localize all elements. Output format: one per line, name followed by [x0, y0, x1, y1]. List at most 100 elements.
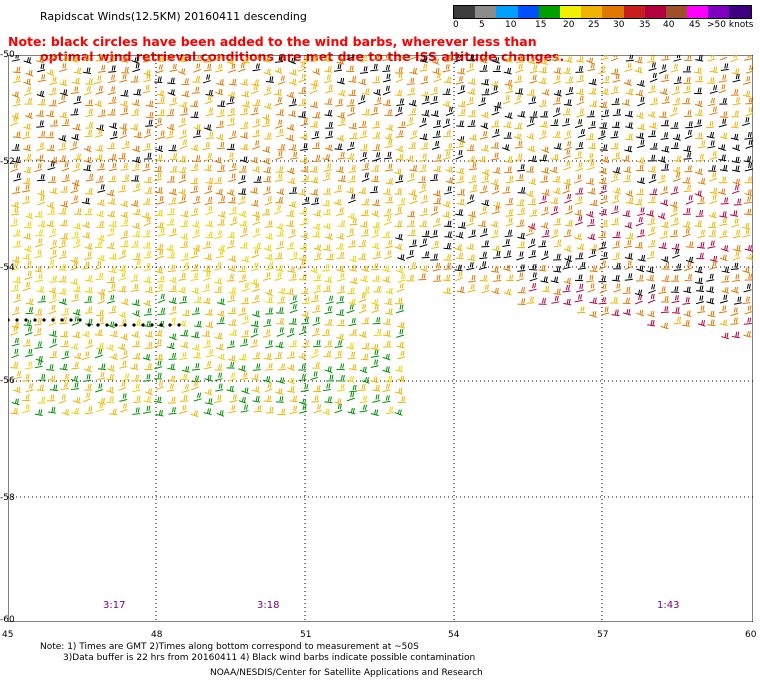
wind-barb [238, 211, 247, 218]
wind-barb [432, 68, 441, 75]
wind-barb [227, 265, 236, 273]
wind-barb [83, 86, 92, 96]
wind-barb [204, 389, 213, 396]
wind-barb [382, 276, 391, 283]
wind-barb [598, 297, 607, 305]
wind-barb [514, 122, 523, 130]
wind-barb [228, 319, 237, 326]
wind-barb [168, 396, 177, 404]
wind-barb [262, 329, 271, 338]
wind-barb [672, 166, 681, 174]
wind-barb [167, 77, 176, 85]
wind-barb [130, 363, 139, 371]
wind-barb [538, 298, 547, 305]
wind-barb [612, 275, 621, 282]
wind-barb [744, 305, 753, 315]
wind-barb [166, 124, 175, 131]
wind-barb [143, 128, 152, 139]
wind-barb [383, 340, 392, 348]
wind-barb [371, 304, 380, 313]
wind-barb [481, 111, 489, 119]
wind-barb [109, 220, 118, 228]
wind-barb [275, 265, 284, 272]
wind-barb [443, 254, 452, 261]
wind-barb [743, 330, 752, 338]
wind-barb [205, 349, 214, 358]
wind-barb [106, 242, 115, 250]
wind-barb [277, 363, 286, 371]
wind-barb [46, 394, 55, 402]
wind-barb [107, 198, 116, 205]
wind-barb [540, 175, 549, 183]
wind-barb [85, 108, 94, 118]
wind-barb [672, 85, 681, 96]
wind-barb [298, 260, 306, 270]
wind-barb [34, 211, 43, 218]
wind-barb [275, 388, 284, 395]
wind-barb [359, 130, 368, 139]
legend-swatch [559, 6, 582, 18]
wind-barb [287, 364, 295, 371]
wind-barb [154, 372, 163, 380]
wind-barb [238, 274, 247, 283]
wind-barb [61, 373, 70, 382]
wind-barb [22, 177, 31, 185]
wind-barb [11, 398, 20, 406]
wind-barb [300, 165, 309, 173]
wind-barb [346, 342, 355, 350]
wind-barb [745, 97, 753, 105]
wind-barb [337, 112, 346, 119]
wind-barb [552, 97, 561, 105]
wind-barb [539, 154, 548, 162]
wind-barb [11, 284, 20, 292]
wind-barb [119, 123, 128, 130]
wind-barb [719, 254, 728, 262]
wind-barb [601, 109, 610, 118]
wind-barb [585, 153, 594, 162]
wind-barb [694, 220, 703, 228]
wind-barb [515, 55, 524, 63]
wind-barb [707, 319, 716, 327]
wind-barb [179, 373, 188, 381]
wind-barb [106, 396, 115, 403]
wind-barb [334, 143, 343, 151]
wind-barb [481, 169, 490, 176]
wind-barb [157, 109, 166, 116]
wind-barb [11, 144, 20, 151]
wind-barb [454, 55, 463, 63]
wind-barb [313, 274, 322, 282]
wind-barb [95, 175, 104, 183]
wind-barb [241, 56, 250, 64]
wind-barb [61, 350, 70, 360]
wind-barb [276, 318, 285, 325]
wind-barb [504, 56, 513, 63]
wind-barb [336, 77, 345, 85]
wind-barb [576, 95, 585, 106]
wind-barb [466, 144, 475, 152]
wind-barb [250, 262, 259, 272]
wind-barb [121, 174, 130, 183]
wind-barb [574, 174, 583, 184]
wind-barb [491, 287, 500, 295]
wind-barb [433, 274, 442, 282]
wind-barb [59, 89, 68, 97]
wind-barb [13, 293, 22, 303]
wind-barb [49, 240, 58, 250]
wind-barb [288, 78, 297, 86]
contamination-circle [159, 323, 163, 327]
wind-barb [227, 405, 236, 414]
wind-barb [190, 144, 199, 152]
wind-barb [648, 62, 657, 72]
wind-barb [264, 244, 272, 252]
wind-barb [685, 241, 694, 248]
wind-barb [406, 77, 415, 85]
wind-barb [277, 408, 286, 415]
wind-barb [682, 297, 691, 305]
wind-barb [382, 55, 391, 62]
wind-barb [358, 304, 367, 314]
legend-swatch [644, 6, 666, 18]
wind-barb [709, 151, 718, 160]
lat-lon-grid [8, 55, 753, 622]
wind-barb [622, 174, 632, 183]
wind-barb [37, 174, 46, 182]
